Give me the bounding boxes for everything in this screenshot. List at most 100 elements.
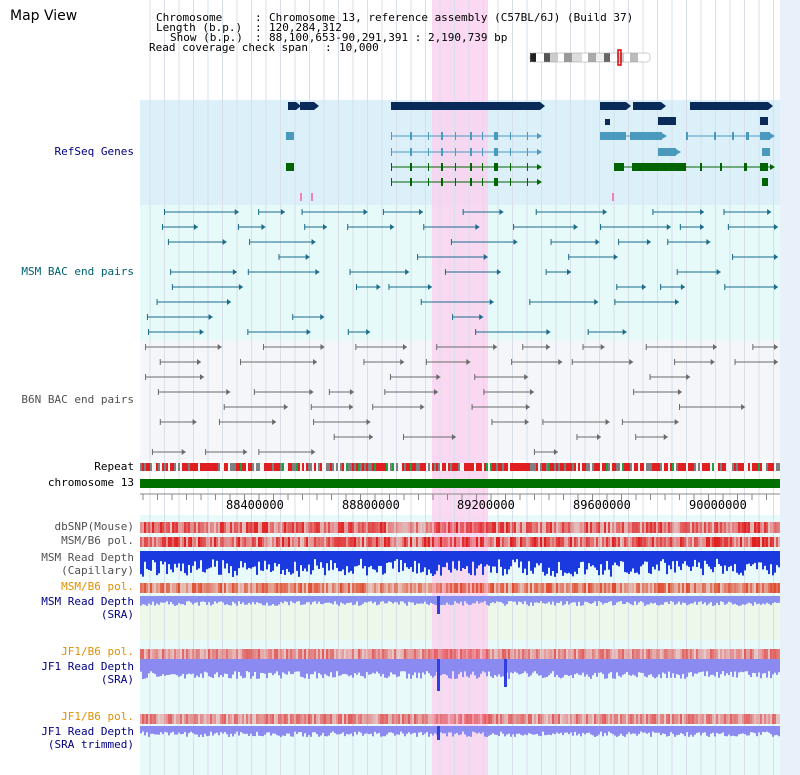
depth-bar: [188, 726, 190, 734]
heat-cell: [416, 649, 418, 659]
bac-pair-arrow: [700, 209, 705, 215]
depth-bar: [536, 596, 538, 603]
depth-bar: [206, 596, 208, 605]
depth-bar: [660, 596, 662, 605]
heat-cell: [426, 583, 428, 593]
repeat-segment: [510, 463, 512, 471]
track-label-dbsnp[interactable]: dbSNP(Mouse): [54, 520, 134, 533]
heat-cell: [676, 583, 678, 593]
depth-bar: [378, 659, 380, 674]
track-label-msm-depth-capillary[interactable]: MSM Read Depth: [41, 551, 134, 564]
depth-bar: [640, 659, 642, 673]
track-label-repeat[interactable]: Repeat: [94, 460, 134, 473]
heat-cell: [254, 649, 256, 659]
heat-cell: [732, 583, 734, 593]
heat-cell: [492, 537, 494, 547]
depth-bar: [294, 551, 296, 562]
repeat-segment: [618, 463, 620, 471]
track-label-msm-b6-pol[interactable]: MSM/B6 pol.: [61, 534, 134, 547]
depth-bar: [434, 596, 436, 605]
heat-cell: [308, 649, 310, 659]
heat-cell: [696, 522, 698, 533]
heat-cell: [326, 583, 328, 593]
heat-cell: [674, 522, 676, 533]
depth-bar: [388, 596, 390, 602]
heat-cell: [176, 583, 178, 593]
heat-cell: [166, 583, 168, 593]
depth-bar: [398, 551, 400, 573]
depth-bar: [734, 596, 736, 604]
bac-pair-arrow: [677, 389, 682, 395]
repeat-segment: [620, 463, 622, 471]
heat-cell: [362, 522, 364, 533]
heat-cell: [598, 537, 600, 547]
heat-cell: [568, 714, 570, 724]
heat-cell: [442, 649, 444, 659]
track-label-chromosome[interactable]: chromosome 13: [47, 476, 134, 489]
depth-bar: [562, 726, 564, 736]
repeat-segment: [378, 463, 380, 471]
depth-bar: [148, 726, 150, 737]
repeat-segment: [402, 463, 404, 471]
heat-cell: [366, 522, 368, 533]
heat-cell: [592, 649, 594, 659]
track-label-refseq[interactable]: RefSeq Genes: [54, 145, 134, 158]
heat-cell: [294, 522, 296, 533]
depth-bar: [322, 659, 324, 678]
depth-bar: [392, 726, 394, 734]
heat-cell: [524, 522, 526, 533]
heat-cell: [584, 522, 586, 533]
depth-bar: [484, 659, 486, 673]
heat-cell: [714, 537, 716, 547]
heat-cell: [606, 583, 608, 593]
heat-cell: [444, 537, 446, 547]
depth-bar: [602, 551, 604, 575]
heat-cell: [528, 714, 530, 724]
heat-cell: [722, 649, 724, 659]
depth-bar: [664, 726, 666, 734]
heat-cell: [504, 522, 506, 533]
heat-cell: [322, 522, 324, 533]
track-label-jf1-depth-trimmed[interactable]: JF1 Read Depth: [41, 725, 134, 738]
heat-cell: [522, 649, 524, 659]
heat-cell: [286, 583, 288, 593]
track-label-b6n-bac[interactable]: B6N BAC end pairs: [21, 393, 134, 406]
track-label-jf1-b6-pol[interactable]: JF1/B6 pol.: [61, 645, 134, 658]
track-label-msm-depth-sra[interactable]: MSM Read Depth: [41, 595, 134, 608]
depth-bar: [500, 659, 502, 677]
heat-cell: [604, 714, 606, 724]
track-label-jf1-b6-pol-2[interactable]: JF1/B6 pol.: [61, 710, 134, 723]
depth-bar: [156, 596, 158, 604]
depth-bar: [742, 659, 744, 673]
heat-cell: [374, 537, 376, 547]
depth-bar: [504, 596, 506, 606]
bac-pair-arrow: [774, 224, 778, 230]
depth-bar: [212, 551, 214, 560]
heat-cell: [234, 522, 236, 533]
repeat-segment: [190, 463, 192, 471]
heat-cell: [492, 714, 494, 724]
gene-block: [288, 102, 296, 110]
heat-cell: [400, 537, 402, 547]
depth-bar: [728, 596, 730, 602]
track-label-msm-bac[interactable]: MSM BAC end pairs: [21, 265, 134, 278]
heat-cell: [594, 537, 596, 547]
depth-bar: [266, 596, 268, 603]
heat-cell: [408, 537, 410, 547]
gene-exon: [391, 132, 392, 140]
heat-cell: [418, 583, 420, 593]
depth-bar: [154, 726, 156, 735]
depth-bar: [280, 726, 282, 737]
track-label-jf1-depth-sra[interactable]: JF1 Read Depth: [41, 660, 134, 673]
repeat-segment: [316, 463, 318, 471]
heat-cell: [192, 522, 194, 533]
depth-bar: [736, 659, 738, 678]
heat-cell: [498, 583, 500, 593]
track-label-msm-b6-pol-2[interactable]: MSM/B6 pol.: [61, 580, 134, 593]
depth-bar: [578, 726, 580, 734]
repeat-segment: [768, 463, 770, 471]
heat-cell: [490, 714, 492, 724]
heat-cell: [242, 714, 244, 724]
heat-cell: [724, 714, 726, 724]
